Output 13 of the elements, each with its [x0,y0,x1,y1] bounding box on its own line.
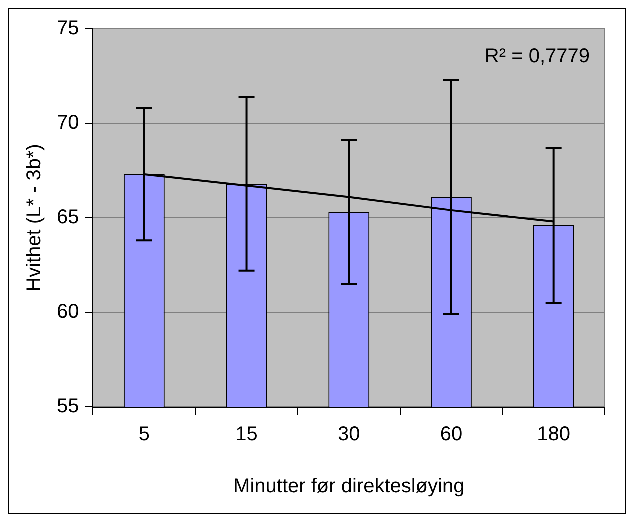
x-tick-label: 5 [138,424,150,446]
x-tick-label: 180 [537,424,571,446]
x-tick-label: 30 [338,424,360,446]
y-tick-label: 55 [56,396,80,418]
annotation: R² = 0,7779 [484,46,590,68]
x-tick-label: 60 [440,424,463,446]
y-tick-label: 65 [56,206,80,229]
y-tick-label: 75 [56,18,80,40]
y-tick-label: 60 [56,301,80,324]
x-axis-title: Minutter før direktesløying [234,476,465,498]
y-axis-title: Hvithet (L* - 3b*) [24,144,46,292]
y-tick-label: 70 [56,112,80,134]
x-tick-label: 15 [236,424,258,446]
